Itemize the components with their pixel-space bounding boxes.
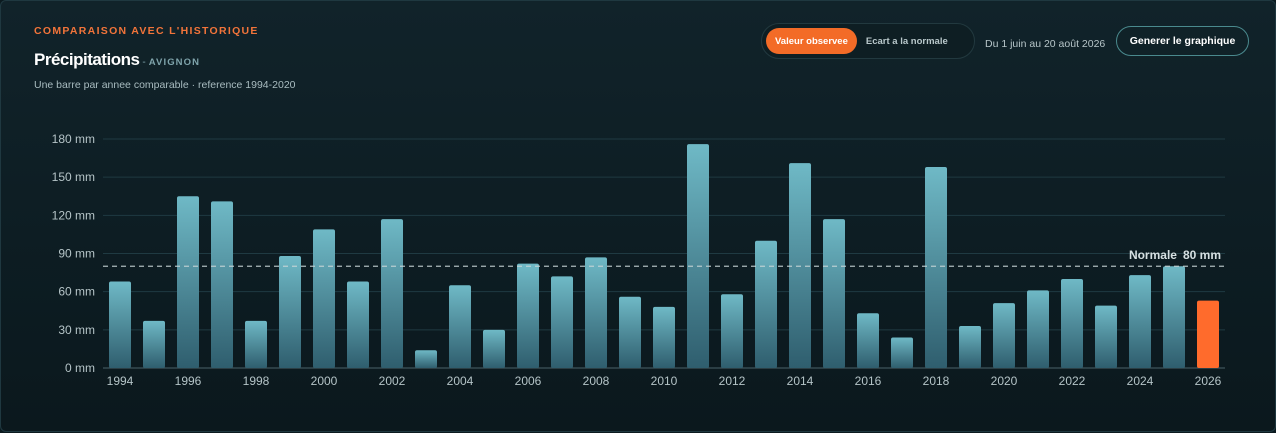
x-tick-label: 2008 [583, 374, 610, 388]
toggle-deviation-button[interactable]: Ecart a la normale [857, 28, 957, 54]
x-tick-label: 2014 [787, 374, 814, 388]
bar-2020[interactable] [993, 303, 1015, 368]
bar-2013[interactable] [755, 240, 777, 368]
bar-2008[interactable] [585, 257, 607, 368]
bar-2023[interactable] [1095, 305, 1117, 368]
y-tick-label: 120 mm [52, 208, 95, 222]
bar-2003[interactable] [415, 350, 437, 368]
bar-2024[interactable] [1129, 275, 1151, 368]
title-row: Précipitations - AVIGNON [34, 50, 200, 70]
bar-2011[interactable] [687, 144, 709, 368]
bar-2005[interactable] [483, 329, 505, 368]
page-title: Précipitations [34, 50, 140, 69]
bar-2010[interactable] [653, 306, 675, 368]
bar-2017[interactable] [891, 337, 913, 368]
x-tick-label: 2026 [1195, 374, 1222, 388]
bar-2026[interactable] [1197, 300, 1219, 368]
generate-chart-button[interactable]: Generer le graphique [1116, 26, 1249, 56]
x-tick-label: 2006 [515, 374, 542, 388]
bar-2016[interactable] [857, 313, 879, 368]
x-tick-label: 2000 [311, 374, 338, 388]
y-tick-label: 90 mm [58, 247, 95, 261]
y-tick-label: 180 mm [52, 132, 95, 146]
bar-2025[interactable] [1163, 266, 1185, 368]
y-tick-label: 30 mm [58, 323, 95, 337]
bar-2021[interactable] [1027, 290, 1049, 368]
bar-2015[interactable] [823, 219, 845, 368]
section-eyebrow: COMPARAISON AVEC L'HISTORIQUE [34, 25, 259, 37]
toggle-observed-button[interactable]: Valeur observee [766, 28, 857, 54]
x-tick-label: 2022 [1059, 374, 1086, 388]
normal-reference: Normale 80 mm [103, 248, 1225, 267]
x-tick-label: 2010 [651, 374, 678, 388]
location-label: AVIGNON [148, 57, 201, 68]
y-tick-label: 60 mm [58, 285, 95, 299]
bar-2006[interactable] [517, 263, 539, 368]
bar-2000[interactable] [313, 229, 335, 368]
x-tick-label: 2002 [379, 374, 406, 388]
bar-1997[interactable] [211, 201, 233, 368]
x-tick-label: 2020 [991, 374, 1018, 388]
bar-2012[interactable] [721, 294, 743, 368]
bar-2019[interactable] [959, 326, 981, 368]
normal-label-value: 80 mm [1183, 248, 1221, 262]
bar-2004[interactable] [449, 285, 471, 368]
date-range: Du 1 juin au 20 août 2026 [985, 38, 1106, 50]
x-axis: 1994 1996 1998 2000 2002 2004 2006 2008 2010 2012… [107, 374, 1222, 388]
chart-subtitle: Une barre par annee comparable · referen… [34, 79, 296, 91]
bar-2018[interactable] [925, 166, 947, 368]
x-tick-label: 2018 [923, 374, 950, 388]
bar-1995[interactable] [143, 320, 165, 368]
bar-2007[interactable] [551, 276, 573, 368]
title-separator: - [142, 57, 146, 68]
bars-layer [109, 144, 1219, 368]
y-tick-label: 0 mm [65, 361, 95, 375]
normal-label-text: Normale [1129, 248, 1177, 262]
bar-2022[interactable] [1061, 278, 1083, 368]
bar-1998[interactable] [245, 320, 267, 368]
view-toggle: Valeur observee Ecart a la normale [761, 23, 975, 59]
x-tick-label: 1996 [175, 374, 202, 388]
bar-2001[interactable] [347, 281, 369, 368]
x-tick-label: 2012 [719, 374, 746, 388]
bar-1996[interactable] [177, 196, 199, 368]
normal-label: Normale 80 mm [1129, 248, 1221, 262]
bar-1994[interactable] [109, 281, 131, 368]
bar-2009[interactable] [619, 296, 641, 368]
bar-1999[interactable] [279, 256, 301, 368]
x-tick-label: 2024 [1127, 374, 1154, 388]
x-tick-label: 1998 [243, 374, 270, 388]
x-tick-label: 2016 [855, 374, 882, 388]
y-tick-label: 150 mm [52, 170, 95, 184]
x-tick-label: 1994 [107, 374, 134, 388]
x-tick-label: 2004 [447, 374, 474, 388]
bar-2002[interactable] [381, 219, 403, 368]
